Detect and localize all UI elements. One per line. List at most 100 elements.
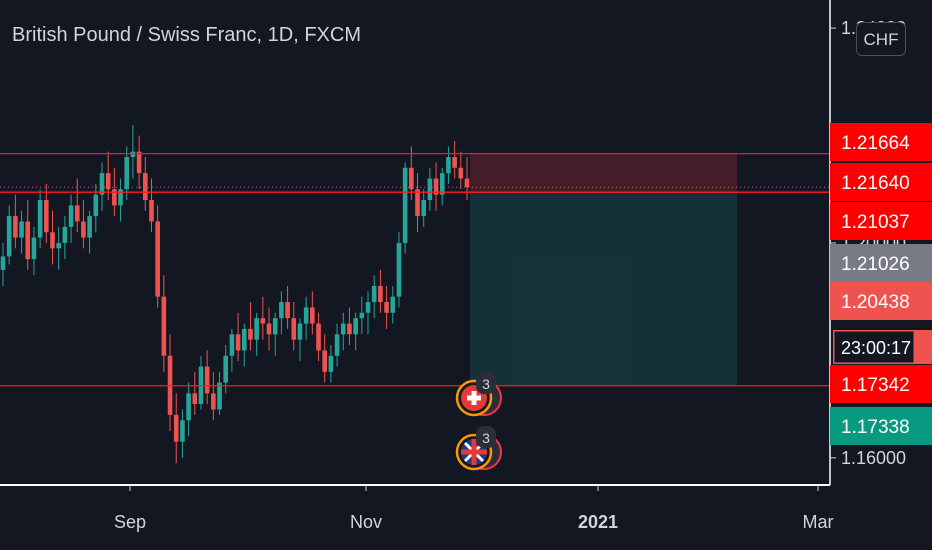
candle[interactable] [353,318,358,335]
candle[interactable] [155,221,160,297]
candle[interactable] [359,312,365,319]
candle[interactable] [371,285,377,303]
candle[interactable] [136,151,142,174]
candle[interactable] [365,302,371,313]
candle[interactable] [452,157,457,168]
candle[interactable] [229,334,235,356]
candle[interactable] [50,232,55,249]
candle[interactable] [316,323,321,351]
candle[interactable] [421,200,426,217]
candle[interactable] [402,167,408,243]
candle[interactable] [334,334,340,356]
candle[interactable] [254,318,259,340]
x-tick-label: Sep [114,512,146,532]
candle[interactable] [328,355,334,372]
time-axis[interactable] [0,485,932,550]
price-label[interactable] [830,365,932,403]
price-label-value: 1.20438 [841,292,910,313]
flag-cross [471,391,477,405]
x-tick-label: Nov [350,512,382,532]
candle[interactable] [279,302,284,319]
event-count-badge [476,426,496,448]
candle[interactable] [31,237,37,260]
candle[interactable] [297,323,303,340]
candle[interactable] [62,226,68,243]
price-label[interactable] [830,123,932,161]
candle[interactable] [285,302,290,319]
stop-loss-zone[interactable] [470,153,737,193]
candle[interactable] [464,178,470,188]
candle[interactable] [56,242,61,249]
candle[interactable] [260,318,266,324]
countdown-timer: 23:00:17 [841,338,911,358]
candle[interactable] [99,173,105,195]
candle[interactable] [340,323,346,335]
currency-button[interactable]: CHF [856,22,906,56]
candle[interactable] [347,323,352,335]
price-label[interactable] [830,163,932,201]
candle[interactable] [142,173,148,200]
candle[interactable] [44,200,49,233]
price-label[interactable] [830,282,932,320]
candle[interactable] [439,173,445,195]
event-count: 3 [482,430,490,446]
take-profit-zone[interactable] [470,192,737,386]
candle[interactable] [211,393,216,410]
candle[interactable] [192,393,198,405]
candle[interactable] [409,167,414,190]
candle[interactable] [6,216,12,257]
candle[interactable] [310,307,315,324]
candle[interactable] [186,393,191,421]
price-label-value: 1.21026 [841,254,910,275]
candle[interactable] [433,178,439,195]
candle[interactable] [124,157,130,190]
x-tick-label: Mar [803,512,834,532]
candle[interactable] [130,151,136,158]
candle[interactable] [266,323,272,335]
candle[interactable] [118,189,123,206]
candle[interactable] [93,194,99,217]
candle[interactable] [322,350,328,372]
price-label[interactable] [830,407,932,445]
candle[interactable] [427,178,433,200]
candle[interactable] [81,221,86,238]
candle[interactable] [223,355,229,383]
candle[interactable] [248,328,253,340]
candle[interactable] [217,382,222,410]
candle[interactable] [180,420,185,442]
candle[interactable] [13,216,18,238]
candle[interactable] [87,216,92,238]
candle[interactable] [291,318,297,340]
candle[interactable] [235,334,241,351]
candle[interactable] [446,157,451,174]
candle[interactable] [112,189,117,206]
chart-title: British Pound / Swiss Franc, 1D, FXCM [12,24,361,46]
candle[interactable] [204,366,210,394]
candle[interactable] [378,285,383,303]
candle[interactable] [0,256,6,270]
candle[interactable] [272,318,278,335]
candle[interactable] [390,296,396,313]
candle[interactable] [105,173,111,190]
price-label[interactable] [830,244,932,282]
price-label[interactable] [830,202,932,240]
candle[interactable] [19,221,24,238]
price-label-value: 1.17342 [841,375,910,396]
price-label-value: 1.17338 [841,417,910,438]
candle[interactable] [415,189,420,217]
candle[interactable] [37,200,43,238]
candle[interactable] [173,414,179,442]
candle[interactable] [68,205,74,227]
candle[interactable] [25,221,31,260]
candle[interactable] [458,167,464,179]
candle[interactable] [161,296,167,356]
candle[interactable] [149,200,154,222]
price-label-value: 1.21037 [841,212,910,233]
candle[interactable] [384,302,389,313]
candle[interactable] [74,205,80,222]
candle[interactable] [241,328,247,351]
candle[interactable] [396,242,402,297]
candle[interactable] [303,307,309,324]
